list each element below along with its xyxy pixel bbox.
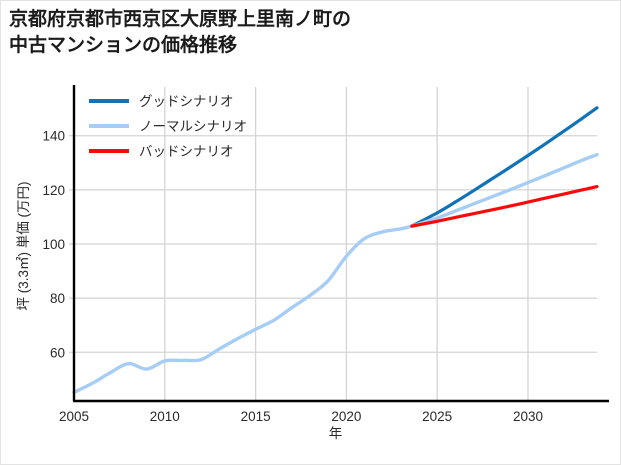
y-tick-label: 140: [42, 129, 65, 144]
x-tick-label: 2030: [513, 409, 543, 424]
y-tick-labels: 60 80 100 120 140: [42, 129, 74, 360]
x-axis-title: 年: [329, 426, 343, 441]
series-line: [410, 185, 599, 228]
chart-title-text: 京都府京都市西京区大原野上里南ノ町の 中古マンションの価格推移: [9, 9, 352, 56]
y-axis-title: 坪 (3.3㎡) 単価 (万円): [16, 181, 31, 310]
x-tick-label: 2015: [241, 409, 271, 424]
x-tick-label: 2005: [59, 409, 89, 424]
grid-lines: [74, 87, 597, 401]
data-series: [72, 106, 599, 395]
series-line: [410, 106, 599, 228]
y-tick-label: 80: [50, 291, 65, 306]
legend-label: グッドシナリオ: [139, 94, 234, 109]
legend-label: ノーマルシナリオ: [139, 119, 247, 134]
plot-axes: [72, 85, 609, 403]
chart-title: 京都府京都市西京区大原野上里南ノ町の 中古マンションの価格推移: [9, 7, 609, 59]
x-tick-label: 2025: [422, 409, 452, 424]
legend-label: バッドシナリオ: [139, 144, 234, 159]
x-tick-label: 2020: [331, 409, 361, 424]
y-tick-label: 120: [42, 183, 65, 198]
x-tick-labels: 2005 2010 2015 2020 2025 2030: [59, 409, 543, 424]
y-tick-label: 60: [50, 345, 65, 360]
y-tick-label: 100: [42, 237, 65, 252]
series-line: [72, 152, 599, 395]
x-tick-label: 2010: [150, 409, 180, 424]
